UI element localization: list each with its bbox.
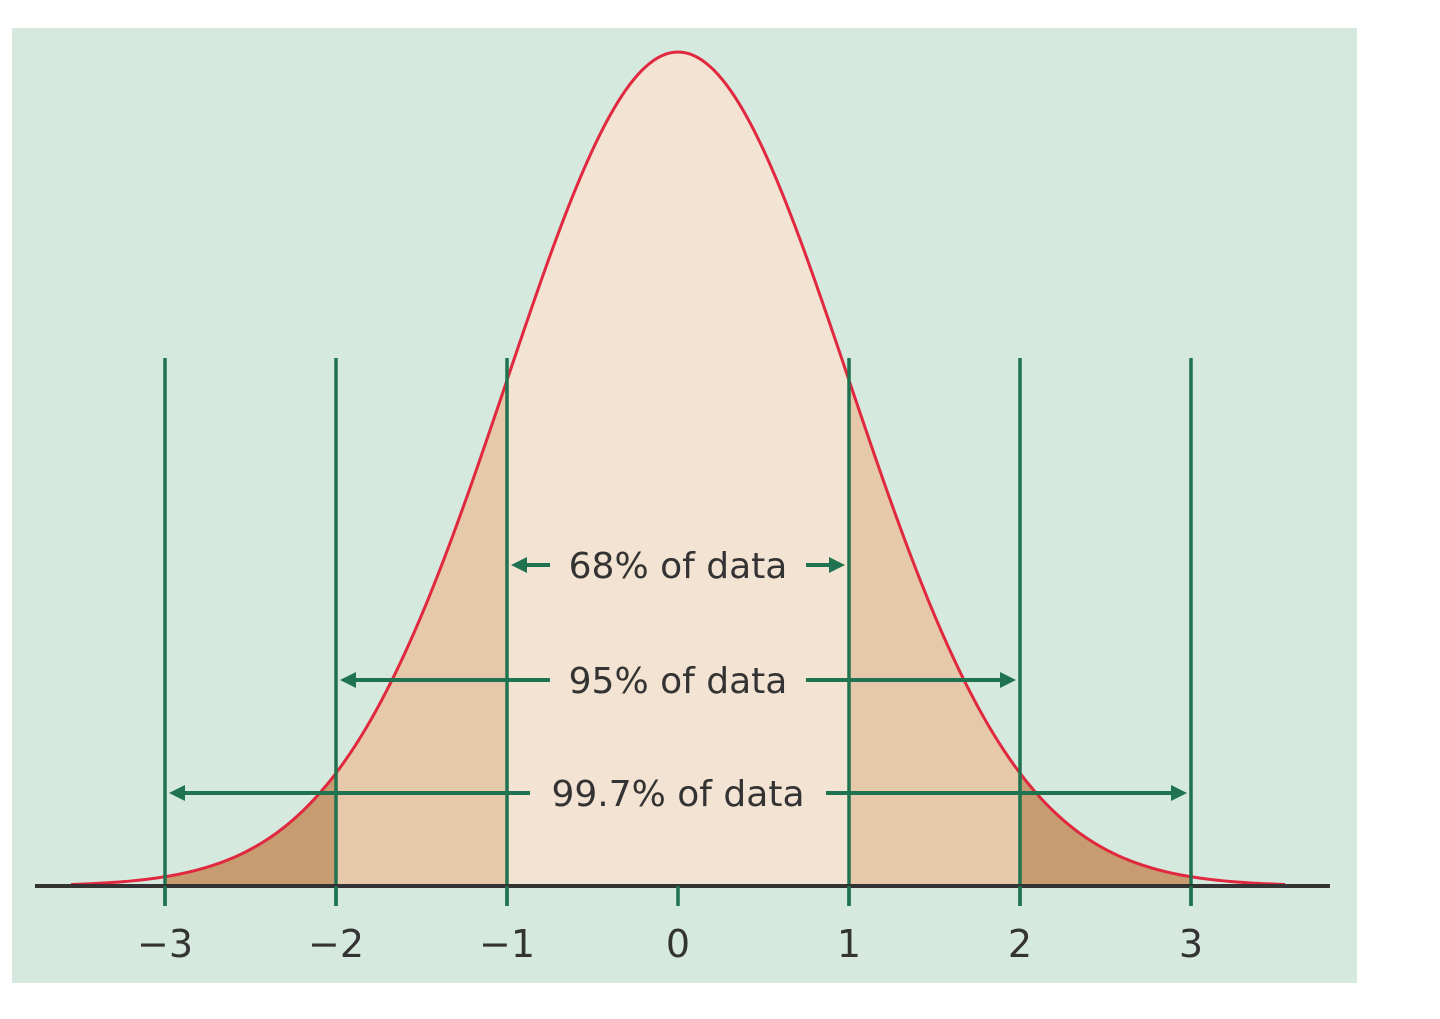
annotation-label: 99.7% of data [551, 774, 804, 815]
annotation-label: 95% of data [569, 661, 788, 702]
shaded-region-2 [165, 773, 336, 886]
x-tick-label: 3 [1179, 922, 1203, 966]
annotation-95: 95% of data [340, 661, 1016, 702]
arrowhead-right-icon [1171, 785, 1187, 801]
percentage-annotations: 68% of data 95% of data 99.7% of data [169, 546, 1187, 815]
x-tick-label: 2 [1008, 922, 1032, 966]
arrowhead-right-icon [829, 557, 845, 573]
sd-guide-lines [163, 358, 1193, 906]
x-tick-label: −3 [137, 922, 193, 966]
annotation-label: 68% of data [569, 546, 788, 587]
arrowhead-left-icon [511, 557, 527, 573]
x-axis-ticks [163, 886, 1193, 906]
shaded-region-2 [1020, 773, 1191, 886]
x-tick-label: −1 [479, 922, 535, 966]
arrowhead-right-icon [1000, 672, 1016, 688]
bell-curve [70, 50, 1286, 886]
annotation-68: 68% of data [511, 546, 845, 587]
x-axis-tick-labels: −3 −2 −1 0 1 2 3 [137, 922, 1203, 966]
x-tick-label: 1 [837, 922, 861, 966]
x-tick-label: −2 [308, 922, 364, 966]
annotation-99.7: 99.7% of data [169, 774, 1187, 815]
shaded-region-0 [507, 52, 849, 886]
arrowhead-left-icon [340, 672, 356, 688]
x-tick-label: 0 [666, 922, 690, 966]
arrowhead-left-icon [169, 785, 185, 801]
